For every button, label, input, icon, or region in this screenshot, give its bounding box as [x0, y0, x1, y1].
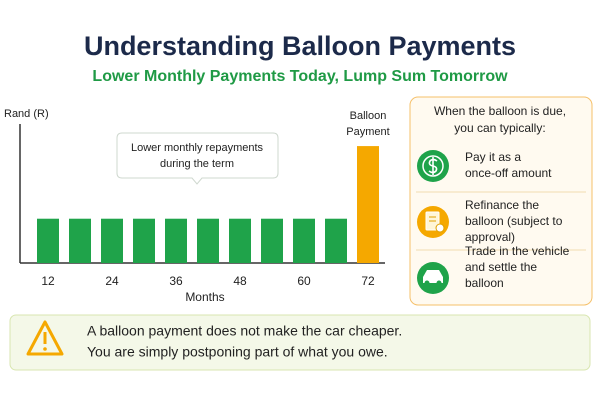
bar [133, 218, 155, 263]
bar [325, 218, 347, 263]
x-tick-label: 60 [297, 274, 311, 288]
x-tick-label: 12 [41, 274, 55, 288]
bar [197, 218, 219, 263]
warning-icon [26, 320, 64, 356]
bar [229, 218, 251, 263]
bar [69, 218, 91, 263]
warning-text: You are simply postponing part of what y… [87, 344, 388, 360]
dollar-icon [422, 155, 444, 177]
panel-item-text: and settle the [465, 260, 537, 274]
bar [261, 218, 283, 263]
x-tick-label: 72 [361, 274, 375, 288]
document-icon [435, 223, 445, 233]
callout-box [116, 132, 279, 185]
car-icon [436, 280, 442, 286]
bar [293, 218, 315, 263]
x-tick-label: 36 [169, 274, 183, 288]
x-axis-label: Months [185, 290, 224, 304]
bar-annotation: Payment [346, 126, 389, 138]
panel-item-text: Refinance the [465, 198, 539, 212]
bar [357, 146, 379, 263]
warning-text: A balloon payment does not make the car … [87, 323, 402, 339]
x-tick-label: 48 [233, 274, 247, 288]
bar [101, 218, 123, 263]
panel-item-text: once-off amount [465, 166, 552, 180]
panel-item-text: balloon [465, 276, 504, 290]
car-icon [424, 280, 430, 286]
y-axis-label: Rand (R) [4, 108, 49, 120]
warning-box [9, 314, 591, 371]
x-tick-label: 24 [105, 274, 119, 288]
panel-item-text: approval) [465, 230, 515, 244]
panel-heading: When the balloon is due, [434, 104, 566, 118]
panel-item-text: balloon (subject to [465, 214, 563, 228]
dollar-icon [428, 157, 438, 175]
bar-annotation: Balloon [350, 110, 387, 122]
side-panel [409, 96, 593, 306]
title: Understanding Balloon Payments [84, 31, 516, 61]
warning-icon [43, 347, 47, 351]
panel-item-text: Pay it as a [465, 150, 521, 164]
bar [165, 218, 187, 263]
callout-text: during the term [160, 158, 234, 170]
callout-text: Lower monthly repayments [131, 142, 264, 154]
bar [37, 218, 59, 263]
panel-item-text: Trade in the vehicle [465, 244, 570, 258]
subtitle: Lower Monthly Payments Today, Lump Sum T… [92, 68, 508, 85]
car-icon [423, 270, 443, 283]
panel-items: Pay it as a once-off amount Refinance the b… [465, 150, 570, 290]
panel-heading: you can typically: [454, 121, 545, 135]
